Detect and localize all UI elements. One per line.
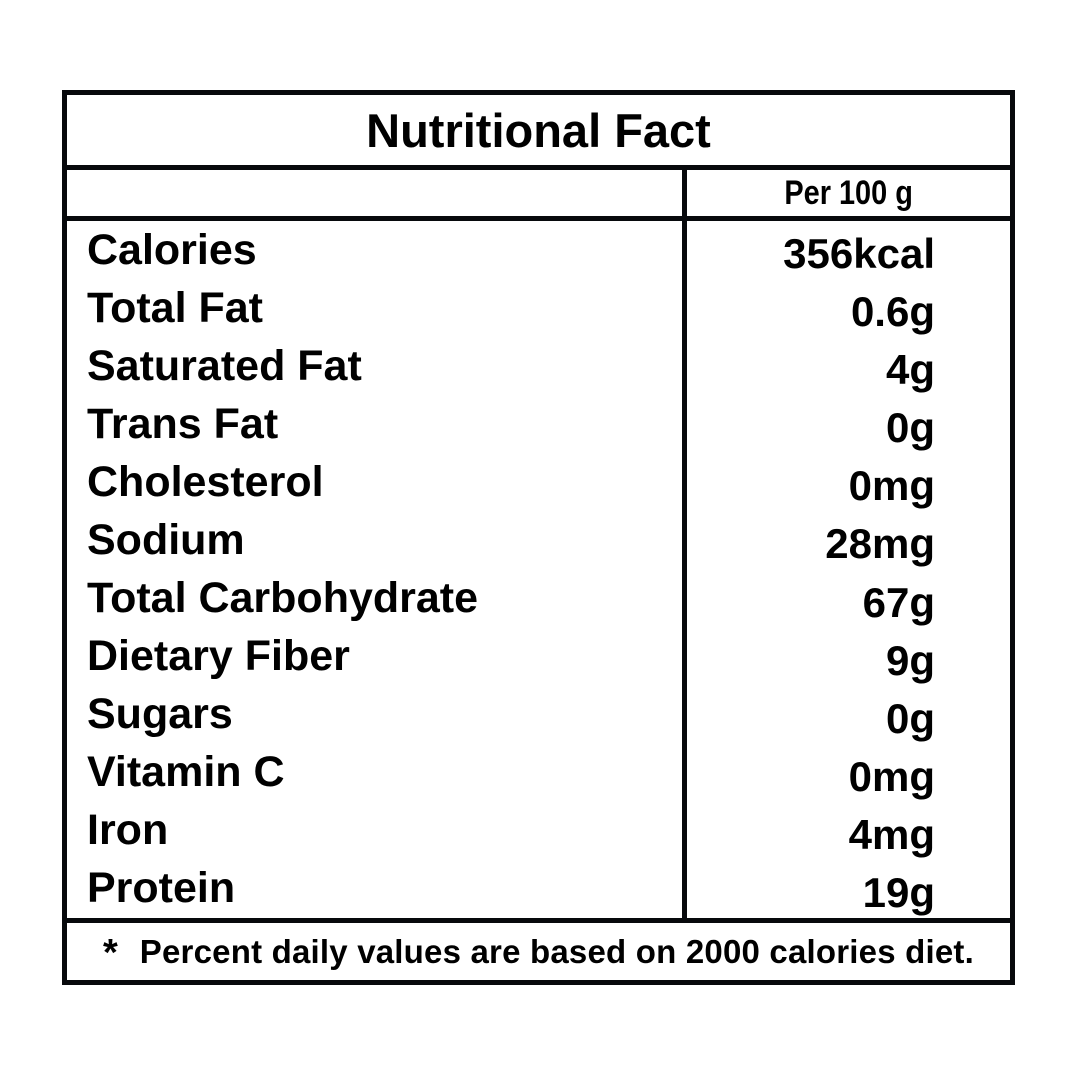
nutrient-value: 4g: [885, 346, 935, 394]
footnote-row: * Percent daily values are based on 2000…: [67, 923, 1010, 980]
nutrient-value-cell: 0.6g: [687, 279, 1010, 337]
nutrient-name: Vitamin C: [67, 743, 687, 802]
nutrient-value: 28mg: [825, 520, 935, 568]
nutrient-name: Saturated Fat: [67, 337, 687, 396]
nutrient-name: Sugars: [67, 685, 687, 744]
nutrient-value-cell: 28mg: [687, 511, 1010, 569]
nutrient-value: 0g: [885, 694, 935, 742]
nutrient-row: Total Carbohydrate 67g: [67, 569, 1010, 628]
nutrient-row: Iron 4mg: [67, 801, 1010, 860]
nutrition-facts-table: Nutritional Fact Per 100 g Calories 356k…: [62, 90, 1015, 985]
title-row: Nutritional Fact: [67, 95, 1010, 170]
nutrient-name: Total Fat: [67, 279, 687, 338]
nutrient-value: 0mg: [848, 752, 935, 800]
nutrient-name: Trans Fat: [67, 395, 687, 454]
nutrient-name: Cholesterol: [67, 453, 687, 512]
nutrient-value-cell: 67g: [687, 569, 1010, 627]
nutrient-value: 356kcal: [783, 230, 935, 278]
nutrient-row: Total Fat 0.6g: [67, 279, 1010, 338]
nutrient-value: 19g: [862, 868, 935, 916]
header-amount-cell: Per 100 g: [687, 170, 1010, 216]
nutrient-name: Total Carbohydrate: [67, 569, 687, 628]
nutrient-name: Calories: [67, 221, 687, 280]
nutrient-name: Sodium: [67, 511, 687, 570]
nutrient-value-cell: 0g: [687, 686, 1010, 744]
nutrient-name: Dietary Fiber: [67, 627, 687, 686]
header-empty-cell: [67, 170, 687, 216]
nutrient-value: 67g: [862, 578, 935, 626]
nutrient-value: 0g: [885, 404, 935, 452]
nutrient-value-cell: 0g: [687, 395, 1010, 453]
nutrient-row: Sodium 28mg: [67, 511, 1010, 570]
column-header-row: Per 100 g: [67, 170, 1010, 221]
nutrient-value: 4mg: [848, 810, 935, 858]
nutrient-value: 9g: [885, 636, 935, 684]
page-title: Nutritional Fact: [366, 103, 711, 157]
nutrient-name: Protein: [67, 859, 687, 918]
nutrient-row: Saturated Fat 4g: [67, 337, 1010, 396]
nutrient-row: Sugars 0g: [67, 685, 1010, 744]
nutrient-row: Trans Fat 0g: [67, 395, 1010, 454]
nutrient-value-cell: 19g: [687, 860, 1010, 918]
nutrient-value-cell: 0mg: [687, 744, 1010, 802]
nutrient-rows-container: Calories 356kcal Total Fat 0.6g Saturate…: [67, 221, 1010, 923]
footnote-text: Percent daily values are based on 2000 c…: [139, 932, 974, 970]
nutrient-row: Calories 356kcal: [67, 221, 1010, 280]
nutrient-name: Iron: [67, 801, 687, 860]
nutrient-value: 0mg: [848, 462, 935, 510]
nutrient-row: Vitamin C 0mg: [67, 743, 1010, 802]
nutrient-row: Dietary Fiber 9g: [67, 627, 1010, 686]
nutrient-value-cell: 0mg: [687, 453, 1010, 511]
nutrient-row: Protein 19g: [67, 859, 1010, 918]
per-100g-header: Per 100 g: [784, 173, 913, 212]
nutrient-value-cell: 4mg: [687, 802, 1010, 860]
nutrient-value-cell: 4g: [687, 337, 1010, 395]
nutrient-value-cell: 356kcal: [687, 221, 1010, 279]
nutrient-row: Cholesterol 0mg: [67, 453, 1010, 512]
nutrient-value-cell: 9g: [687, 628, 1010, 686]
nutrient-value: 0.6g: [850, 288, 935, 336]
asterisk-marker: *: [103, 932, 118, 974]
